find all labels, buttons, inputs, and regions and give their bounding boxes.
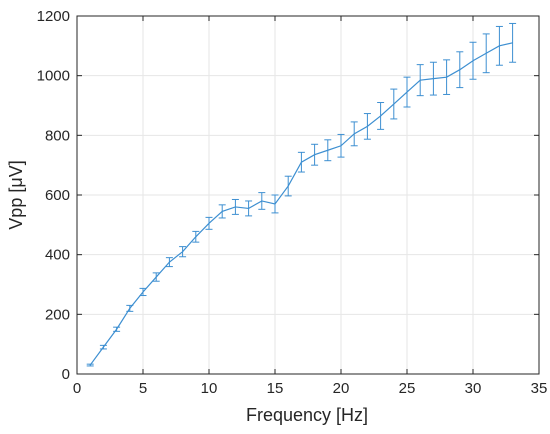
x-tick-label: 25 <box>399 380 416 397</box>
x-tick-label: 0 <box>73 380 81 397</box>
x-axis-label: Frequency [Hz] <box>246 405 368 425</box>
grid <box>77 16 539 374</box>
y-tick-labels: 0 200 400 600 800 1000 1200 <box>37 8 70 383</box>
x-tick-label: 30 <box>465 380 482 397</box>
y-tick-label: 0 <box>62 366 70 383</box>
y-tick-label: 800 <box>45 127 70 144</box>
x-tick-labels: 0 5 10 15 20 25 30 35 <box>73 380 548 397</box>
x-tick-label: 20 <box>333 380 350 397</box>
y-axis-label: Vpp [μV] <box>6 160 26 229</box>
series-line <box>90 43 512 365</box>
y-tick-label: 600 <box>45 187 70 204</box>
y-tick-label: 1000 <box>37 68 70 85</box>
x-tick-label: 10 <box>201 380 218 397</box>
x-tick-label: 35 <box>531 380 548 397</box>
y-tick-label: 200 <box>45 306 70 323</box>
x-tick-label: 5 <box>139 380 147 397</box>
x-tick-label: 15 <box>267 380 284 397</box>
y-tick-label: 400 <box>45 247 70 264</box>
y-tick-label: 1200 <box>37 8 70 25</box>
